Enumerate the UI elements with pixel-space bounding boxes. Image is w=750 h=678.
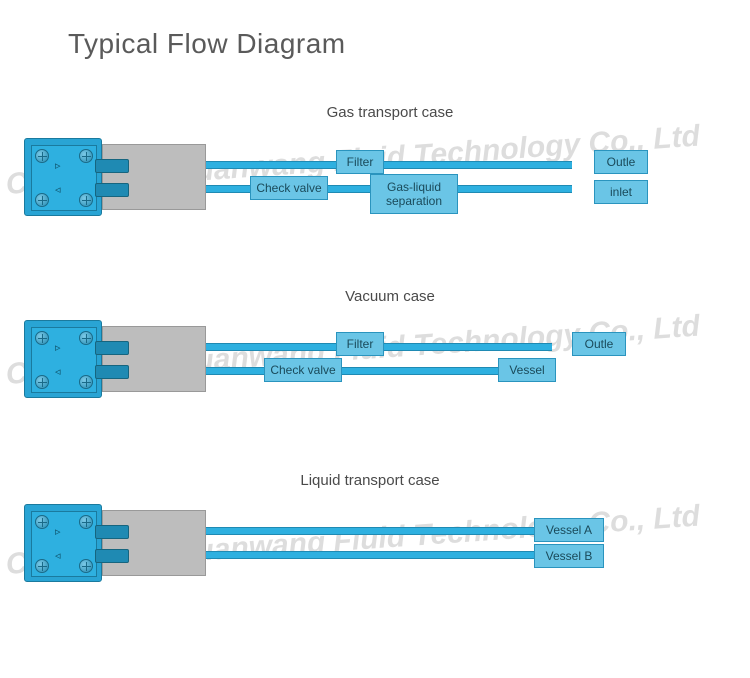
section-title-vacuum: Vacuum case	[240, 288, 540, 305]
page-title: Typical Flow Diagram	[68, 28, 346, 60]
box-check-valve: Check valve	[250, 176, 328, 200]
box-vessel: Vessel	[498, 358, 556, 382]
pipe	[382, 343, 552, 351]
box-check-valve: Check valve	[264, 358, 342, 382]
pump-housing	[102, 144, 206, 210]
section-title-gas: Gas transport case	[240, 104, 540, 121]
pump-connector	[95, 525, 129, 539]
pump-body: ▹ ◃	[24, 320, 102, 398]
pipe	[206, 161, 336, 169]
pump-connector	[95, 365, 129, 379]
screw-icon	[35, 559, 49, 573]
box-vessel-b: Vessel B	[534, 544, 604, 568]
screw-icon	[35, 375, 49, 389]
screw-icon	[79, 515, 93, 529]
diagram-gas: ▹ ◃ Filter Check valve Gas-liquid separa…	[24, 138, 724, 228]
arrow-icon: ◃	[55, 549, 61, 562]
pump-housing	[102, 326, 206, 392]
pump-connector	[95, 549, 129, 563]
box-inlet: inlet	[594, 180, 648, 204]
pipe	[342, 367, 498, 375]
screw-icon	[35, 193, 49, 207]
pump-body: ▹ ◃	[24, 504, 102, 582]
pipe	[206, 551, 534, 559]
arrow-icon: ◃	[55, 365, 61, 378]
screw-icon	[35, 331, 49, 345]
pipe	[382, 161, 572, 169]
arrow-icon: ▹	[55, 341, 61, 354]
pipe	[458, 185, 572, 193]
screw-icon	[35, 515, 49, 529]
box-filter: Filter	[336, 150, 384, 174]
screw-icon	[79, 331, 93, 345]
screw-icon	[35, 149, 49, 163]
pipe	[206, 343, 336, 351]
screw-icon	[79, 375, 93, 389]
arrow-icon: ▹	[55, 525, 61, 538]
pump-housing	[102, 510, 206, 576]
box-gas-liquid: Gas-liquid separation	[370, 174, 458, 214]
pump-connector	[95, 341, 129, 355]
box-outlet: Outle	[572, 332, 626, 356]
pipe	[206, 527, 534, 535]
box-filter: Filter	[336, 332, 384, 356]
screw-icon	[79, 193, 93, 207]
screw-icon	[79, 559, 93, 573]
arrow-icon: ▹	[55, 159, 61, 172]
pump-body: ▹ ◃	[24, 138, 102, 216]
pipe	[328, 185, 370, 193]
diagram-liquid: ▹ ◃ Vessel A Vessel B	[24, 504, 724, 594]
pipe	[206, 367, 264, 375]
box-outlet: Outle	[594, 150, 648, 174]
pump-connector	[95, 159, 129, 173]
section-title-liquid: Liquid transport case	[220, 472, 520, 489]
screw-icon	[79, 149, 93, 163]
box-vessel-a: Vessel A	[534, 518, 604, 542]
diagram-vacuum: ▹ ◃ Filter Check valve Vessel Outle	[24, 320, 724, 410]
arrow-icon: ◃	[55, 183, 61, 196]
pump-connector	[95, 183, 129, 197]
pipe	[206, 185, 250, 193]
